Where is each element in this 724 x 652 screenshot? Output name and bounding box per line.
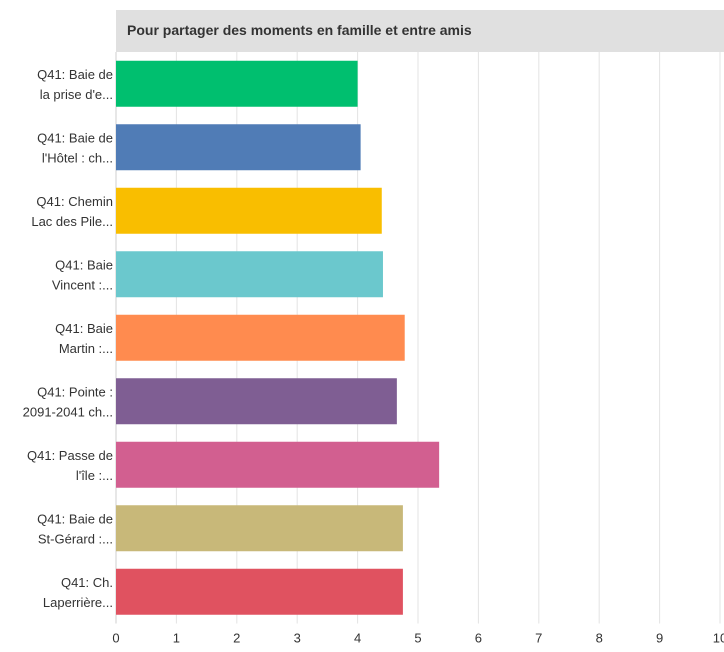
category-label: Q41: Pointe :2091-2041 ch... xyxy=(23,384,113,419)
bar xyxy=(116,314,405,361)
bar xyxy=(116,568,403,615)
category-labels: Q41: Baie de la prise d'e... Q41: Baie de l… xyxy=(23,67,113,610)
category-label: Q41: Baie Martin :... xyxy=(55,321,113,356)
x-tick-label: 5 xyxy=(414,631,421,646)
bar xyxy=(116,187,382,234)
x-tick-label: 10 xyxy=(713,631,724,646)
x-tick-label: 9 xyxy=(656,631,663,646)
category-label: Q41: Chemin Lac des Pile... xyxy=(31,194,113,229)
x-tick-label: 0 xyxy=(112,631,119,646)
bar xyxy=(116,124,361,171)
category-label: Q41: Baie de St-Gérard :... xyxy=(37,511,113,546)
category-label: Q41: Baie Vincent :... xyxy=(52,257,113,292)
category-label: Q41: Passe de l'île :... xyxy=(27,448,113,483)
x-tick-label: 7 xyxy=(535,631,542,646)
bar xyxy=(116,378,397,425)
category-label: Q41: Ch. Laperrière... xyxy=(43,575,113,610)
chart-title: Pour partager des moments en famille et … xyxy=(127,22,472,38)
x-axis-ticks: 0 1 2 3 4 5 6 7 8 9 10 xyxy=(112,631,724,646)
bar xyxy=(116,251,383,298)
bar xyxy=(116,505,403,552)
bar xyxy=(116,60,358,107)
bars xyxy=(116,60,440,615)
x-tick-label: 8 xyxy=(596,631,603,646)
category-label: Q41: Baie de la prise d'e... xyxy=(37,67,113,102)
x-tick-label: 4 xyxy=(354,631,361,646)
bar xyxy=(116,441,440,488)
x-tick-label: 1 xyxy=(173,631,180,646)
x-tick-label: 2 xyxy=(233,631,240,646)
x-tick-label: 3 xyxy=(294,631,301,646)
category-label: Q41: Baie de l'Hôtel : ch... xyxy=(37,130,113,165)
x-tick-label: 6 xyxy=(475,631,482,646)
chart-title-band xyxy=(116,10,724,52)
